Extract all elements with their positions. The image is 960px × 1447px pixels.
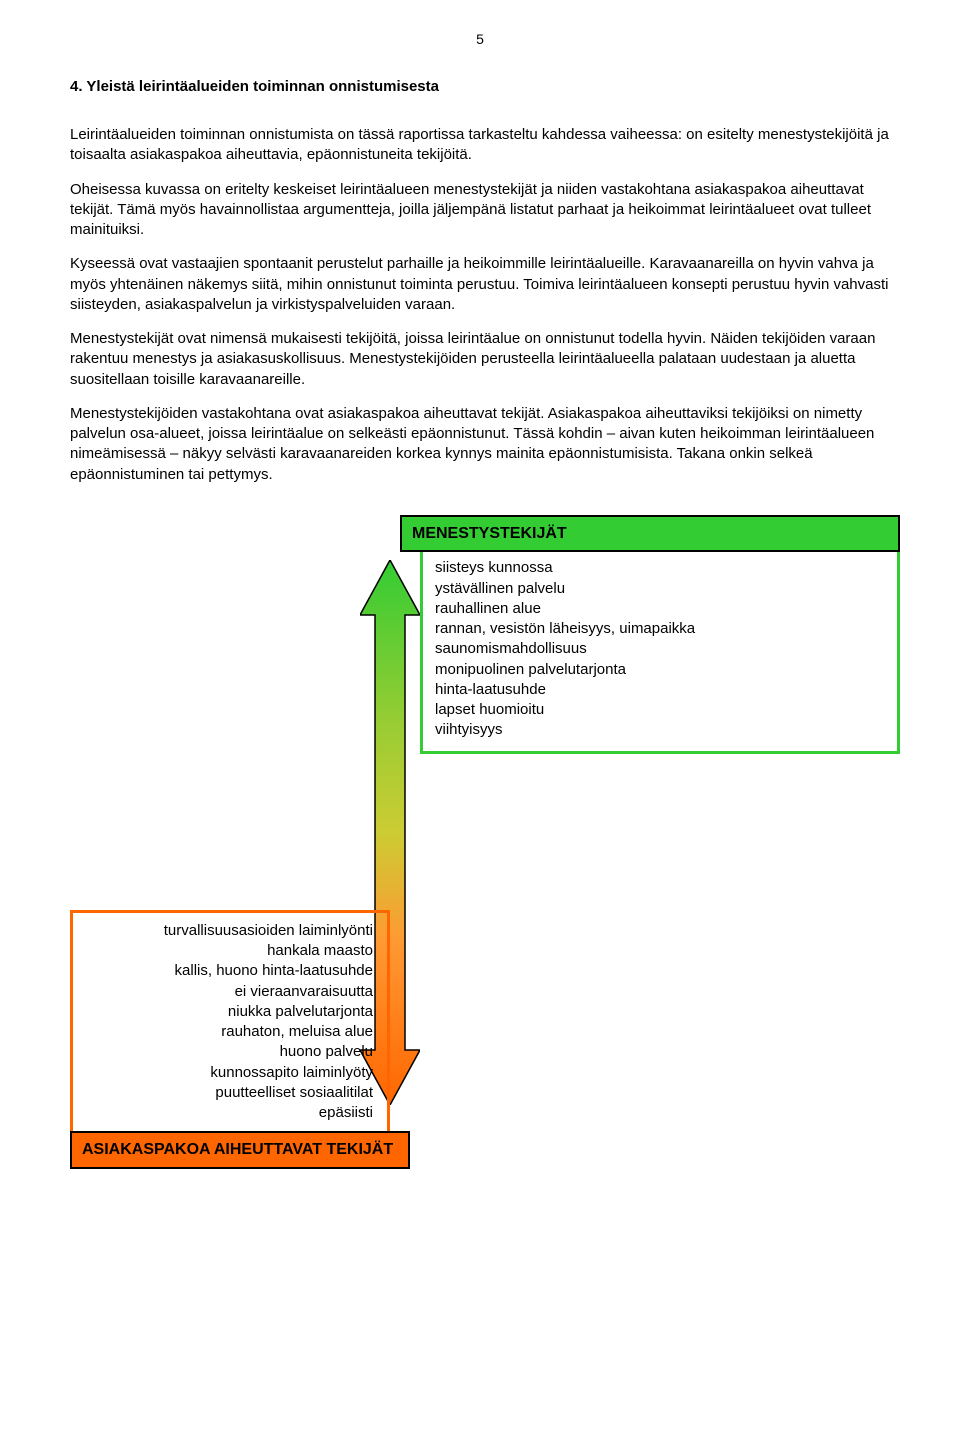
list-item: viihtyisyys <box>435 720 885 740</box>
success-items-list: siisteys kunnossa ystävällinen palvelu r… <box>420 552 900 753</box>
failure-factors-box: turvallisuusasioiden laiminlyönti hankal… <box>70 910 410 1169</box>
list-item: siisteys kunnossa <box>435 558 885 578</box>
list-item: kunnossapito laiminlyöty <box>81 1063 373 1083</box>
list-item: kallis, huono hinta-laatusuhde <box>81 961 373 981</box>
section-heading: 4. Yleistä leirintäalueiden toiminnan on… <box>70 77 890 97</box>
list-item: epäsiisti <box>81 1103 373 1123</box>
list-item: hankala maasto <box>81 941 373 961</box>
list-item: ei vieraanvaraisuutta <box>81 982 373 1002</box>
list-item: huono palvelu <box>81 1042 373 1062</box>
success-factors-box: MENESTYSTEKIJÄT siisteys kunnossa ystävä… <box>400 515 900 754</box>
failure-header: ASIAKASPAKOA AIHEUTTAVAT TEKIJÄT <box>70 1131 410 1169</box>
list-item: turvallisuusasioiden laiminlyönti <box>81 921 373 941</box>
list-item: ystävällinen palvelu <box>435 579 885 599</box>
list-item: hinta-laatusuhde <box>435 680 885 700</box>
factors-diagram: MENESTYSTEKIJÄT siisteys kunnossa ystävä… <box>70 515 890 1135</box>
list-item: rauhallinen alue <box>435 599 885 619</box>
list-item: rannan, vesistön läheisyys, uimapaikka <box>435 619 885 639</box>
success-header: MENESTYSTEKIJÄT <box>400 515 900 553</box>
list-item: saunomismahdollisuus <box>435 639 885 659</box>
paragraph: Kyseessä ovat vastaajien spontaanit peru… <box>70 254 890 315</box>
paragraph: Leirintäalueiden toiminnan onnistumista … <box>70 125 890 166</box>
list-item: niukka palvelutarjonta <box>81 1002 373 1022</box>
failure-items-list: turvallisuusasioiden laiminlyönti hankal… <box>70 910 390 1132</box>
list-item: rauhaton, meluisa alue <box>81 1022 373 1042</box>
list-item: lapset huomioitu <box>435 700 885 720</box>
paragraph: Menestystekijät ovat nimensä mukaisesti … <box>70 329 890 390</box>
page-number: 5 <box>70 30 890 49</box>
list-item: monipuolinen palvelutarjonta <box>435 660 885 680</box>
paragraph: Menestystekijöiden vastakohtana ovat asi… <box>70 404 890 485</box>
paragraph: Oheisessa kuvassa on eritelty keskeiset … <box>70 180 890 241</box>
list-item: puutteelliset sosiaalitilat <box>81 1083 373 1103</box>
